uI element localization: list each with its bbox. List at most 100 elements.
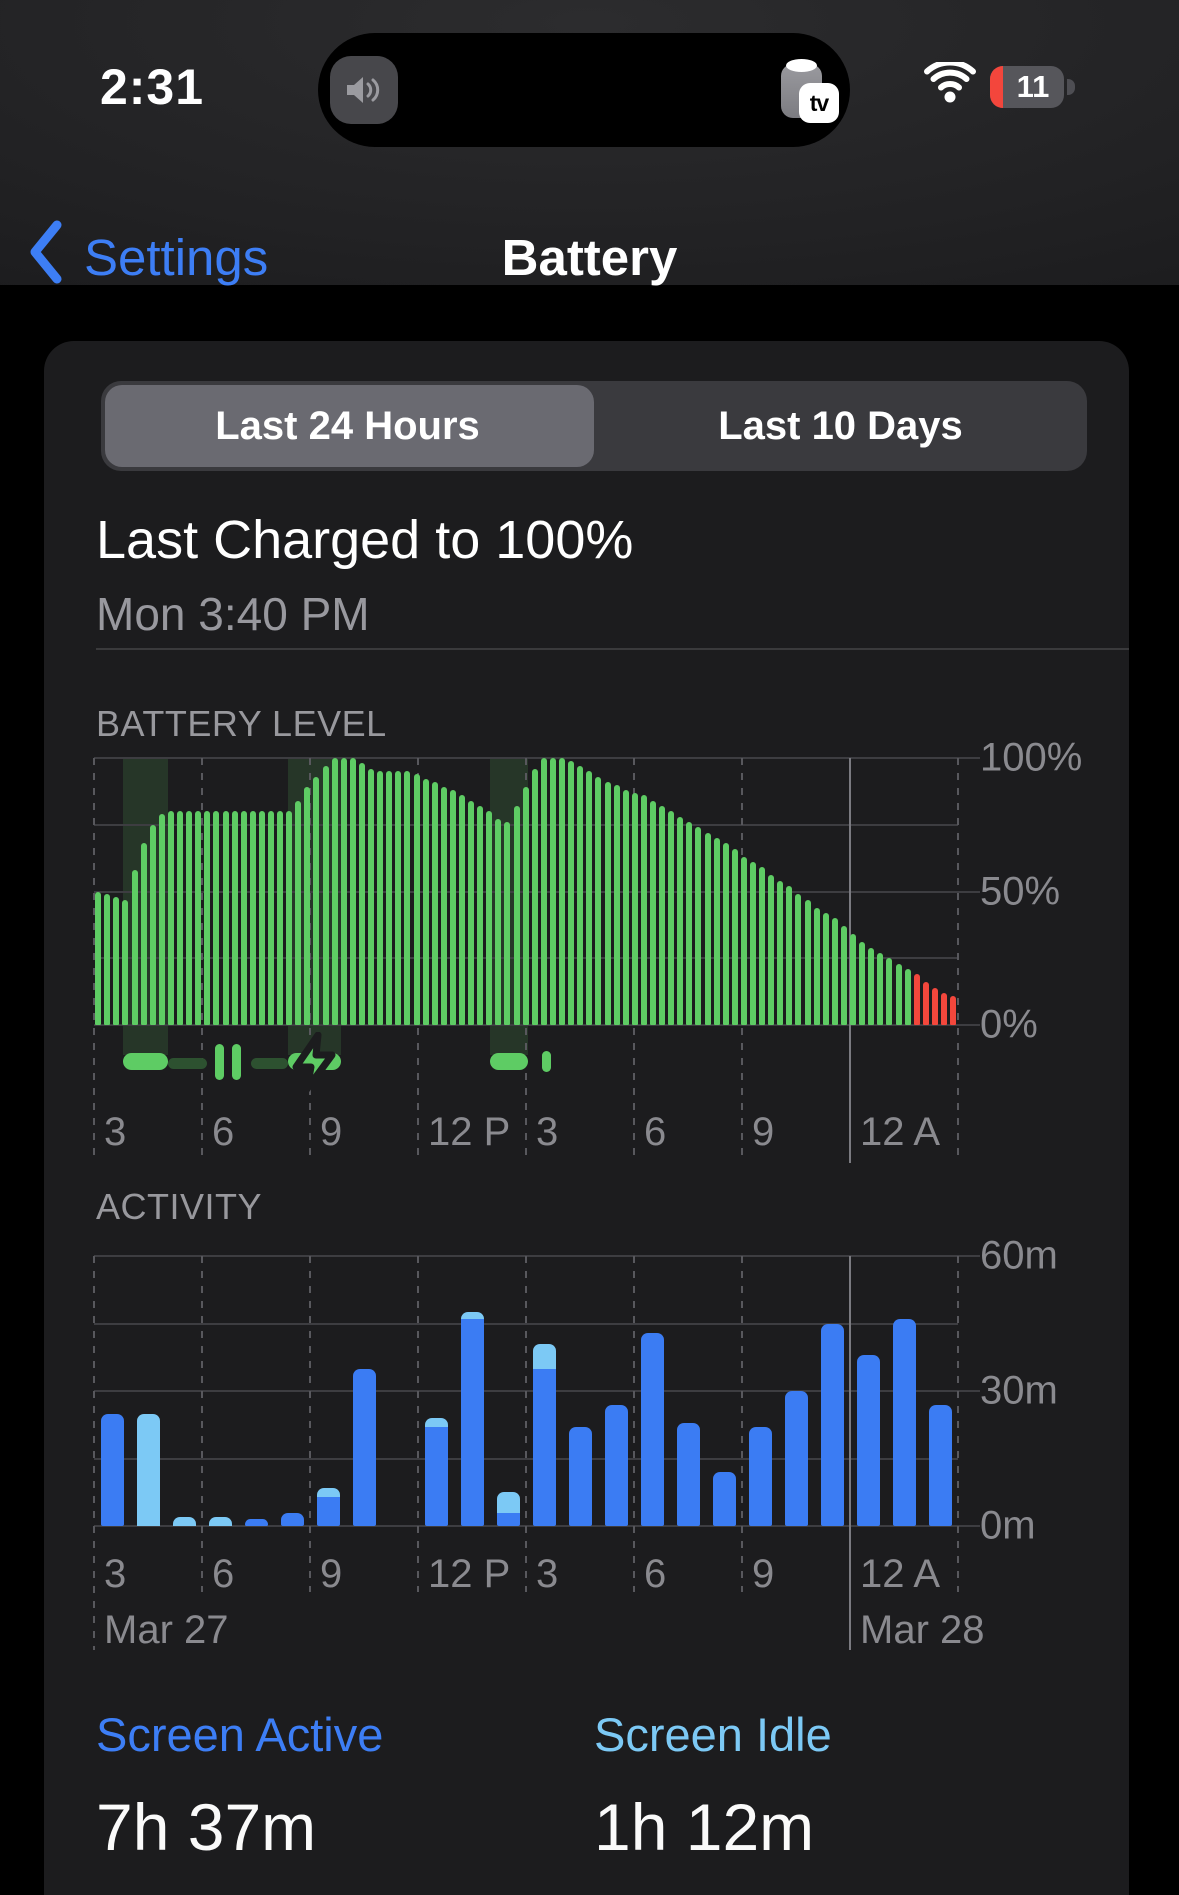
- status-time: 2:31: [99, 59, 205, 115]
- charging-bolt-icon: [288, 1031, 340, 1097]
- battery-usage-card: Last 24 Hours Last 10 Days Last Charged …: [44, 341, 1129, 1895]
- activity-gridline-v: [957, 1256, 959, 1592]
- activity-bar-screen-active: [929, 1404, 952, 1526]
- battery-level-bar: [531, 768, 538, 1025]
- battery-level-bar: [895, 963, 902, 1025]
- activity-date-label: Mar 27: [104, 1608, 229, 1652]
- activity-bar-screen-active: [713, 1472, 736, 1526]
- charging-connector: [250, 1058, 289, 1069]
- section-divider: [96, 648, 1129, 650]
- activity-bar-screen-active: [461, 1319, 484, 1526]
- tab-last-24-hours[interactable]: Last 24 Hours: [215, 403, 480, 448]
- battery-level-bar: [731, 848, 738, 1025]
- battery-level-bar: [358, 763, 365, 1025]
- battery-level-bar: [904, 968, 911, 1025]
- battery-level-bar: [704, 832, 711, 1025]
- back-button-settings[interactable]: Settings: [84, 229, 269, 286]
- activity-bar-screen-active: [101, 1413, 124, 1526]
- speaker-tile[interactable]: [330, 56, 398, 124]
- speaker-icon: [347, 77, 380, 103]
- activity-y-tick-label: 60m: [980, 1233, 1058, 1278]
- battery-level-bar: [349, 758, 356, 1025]
- battery-level-bar: [149, 824, 156, 1025]
- activity-bar-screen-active: [533, 1368, 556, 1526]
- activity-bar-screen-idle: [317, 1487, 340, 1497]
- battery-x-tick-label: 6: [212, 1110, 235, 1154]
- activity-bar-screen-active: [317, 1496, 340, 1526]
- battery-level-bar: [477, 806, 484, 1025]
- battery-level-bar: [559, 758, 566, 1025]
- battery-level-bar: [813, 907, 820, 1025]
- battery-level-bar: [677, 816, 684, 1025]
- battery-level-bar: [231, 811, 238, 1025]
- activity-bar-screen-active: [605, 1404, 628, 1526]
- battery-level-bar: [649, 800, 656, 1025]
- battery-level-bar: [422, 779, 429, 1025]
- activity-bar-screen-active: [245, 1519, 268, 1526]
- battery-level-bar: [850, 934, 857, 1025]
- activity-gridline-v: [309, 1256, 311, 1592]
- battery-x-tick-label: 9: [320, 1110, 343, 1154]
- back-chevron-icon[interactable]: [28, 220, 64, 284]
- battery-level-bar: [831, 918, 838, 1025]
- battery-level-bar: [395, 771, 402, 1025]
- charging-pill: [122, 1053, 168, 1070]
- battery-level-bar: [486, 811, 493, 1025]
- dynamic-island[interactable]: tv: [318, 33, 850, 147]
- battery-gridline-v: [93, 758, 95, 1163]
- battery-level-bar: [140, 843, 147, 1025]
- battery-x-tick-label: 6: [644, 1110, 667, 1154]
- activity-bar-screen-active: [893, 1319, 916, 1526]
- screen-active-value: 7h 37m: [96, 1790, 317, 1864]
- activity-gridline-v: [741, 1256, 743, 1592]
- activity-bar-screen-active: [821, 1323, 844, 1526]
- activity-bar-screen-active: [569, 1427, 592, 1526]
- battery-level-bar: [504, 822, 511, 1025]
- battery-level-bar: [577, 766, 584, 1025]
- battery-y-tick-label: 50%: [980, 869, 1061, 913]
- battery-level-bar: [449, 790, 456, 1025]
- activity-bar-screen-idle: [533, 1343, 556, 1369]
- battery-level-bar: [167, 811, 174, 1025]
- activity-bar-screen-active: [497, 1512, 520, 1526]
- activity-gridline-v: [93, 1256, 95, 1650]
- battery-level-bar: [386, 771, 393, 1025]
- activity-bar-screen-active: [425, 1427, 448, 1526]
- battery-level-bar: [795, 894, 802, 1025]
- battery-x-tick-label: 3: [536, 1110, 559, 1154]
- battery-level-bar: [568, 760, 575, 1025]
- charging-pill: [490, 1053, 528, 1070]
- battery-level-bar: [122, 899, 129, 1025]
- battery-x-tick-label: 12 A: [860, 1110, 941, 1154]
- battery-level-bar: [413, 774, 420, 1025]
- page-title: Battery: [501, 229, 678, 286]
- battery-gridline-h: [94, 1024, 980, 1026]
- activity-x-tick-label: 3: [104, 1552, 127, 1596]
- activity-bar-screen-idle: [137, 1413, 160, 1526]
- charging-paused-icon: [215, 1044, 224, 1080]
- battery-level-bar: [177, 811, 184, 1025]
- fully-charged-marker: [542, 1051, 552, 1072]
- battery-level-bar: [286, 811, 293, 1025]
- battery-level-bar: [204, 811, 211, 1025]
- screen-idle-label: Screen Idle: [594, 1708, 832, 1761]
- battery-level-bar: [458, 795, 465, 1025]
- battery-level-bar: [258, 811, 265, 1025]
- battery-x-tick-label: 9: [752, 1110, 775, 1154]
- tab-last-10-days[interactable]: Last 10 Days: [718, 403, 963, 448]
- apple-tv-badge-icon[interactable]: tv: [799, 83, 839, 123]
- battery-level-bar: [695, 827, 702, 1025]
- battery-level-bar: [540, 758, 547, 1025]
- battery-level-bar: [195, 811, 202, 1025]
- battery-level-bar: [659, 806, 666, 1025]
- battery-level-bar: [777, 880, 784, 1025]
- battery-level-bar: [522, 787, 529, 1025]
- battery-level-bar: [495, 819, 502, 1025]
- battery-level-bar: [740, 856, 747, 1025]
- battery-level-bar: [622, 790, 629, 1025]
- battery-level-bar: [640, 795, 647, 1025]
- battery-level-bar: [913, 974, 920, 1025]
- midnight-gridline: [849, 758, 851, 1163]
- battery-level-bar: [750, 862, 757, 1025]
- activity-bar-screen-idle: [209, 1517, 232, 1526]
